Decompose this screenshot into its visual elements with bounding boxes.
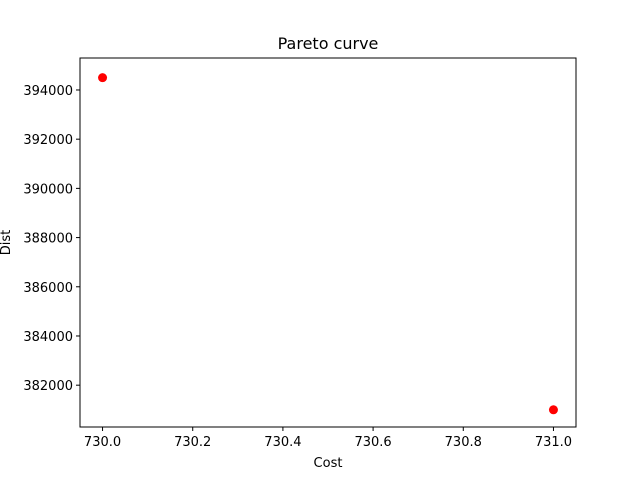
y-axis-ticks: 382000 384000 386000 388000 390000 392000 3940… bbox=[23, 84, 80, 394]
x-tick-label: 730.8 bbox=[445, 435, 482, 450]
data-point bbox=[98, 73, 108, 83]
x-tick-label: 730.6 bbox=[354, 435, 391, 450]
data-point bbox=[548, 405, 558, 415]
data-points bbox=[98, 73, 558, 415]
y-tick-label: 394000 bbox=[23, 84, 73, 99]
x-tick-label: 731.0 bbox=[535, 435, 572, 450]
x-axis-label: Cost bbox=[314, 456, 343, 471]
y-axis-label: Dist bbox=[0, 230, 14, 256]
y-tick-label: 388000 bbox=[23, 232, 73, 247]
chart-title: Pareto curve bbox=[278, 34, 379, 53]
x-tick-label: 730.0 bbox=[84, 435, 121, 450]
y-tick-label: 390000 bbox=[23, 182, 73, 197]
y-tick-label: 392000 bbox=[23, 133, 73, 148]
x-tick-label: 730.2 bbox=[174, 435, 211, 450]
plot-area bbox=[80, 58, 576, 427]
x-tick-label: 730.4 bbox=[264, 435, 301, 450]
y-tick-label: 386000 bbox=[23, 281, 73, 296]
plot-frame bbox=[79, 57, 577, 428]
x-axis-ticks: 730.0 730.2 730.4 730.6 730.8 731.0 bbox=[84, 427, 572, 450]
y-tick-label: 384000 bbox=[23, 330, 73, 345]
y-tick-label: 382000 bbox=[23, 379, 73, 394]
